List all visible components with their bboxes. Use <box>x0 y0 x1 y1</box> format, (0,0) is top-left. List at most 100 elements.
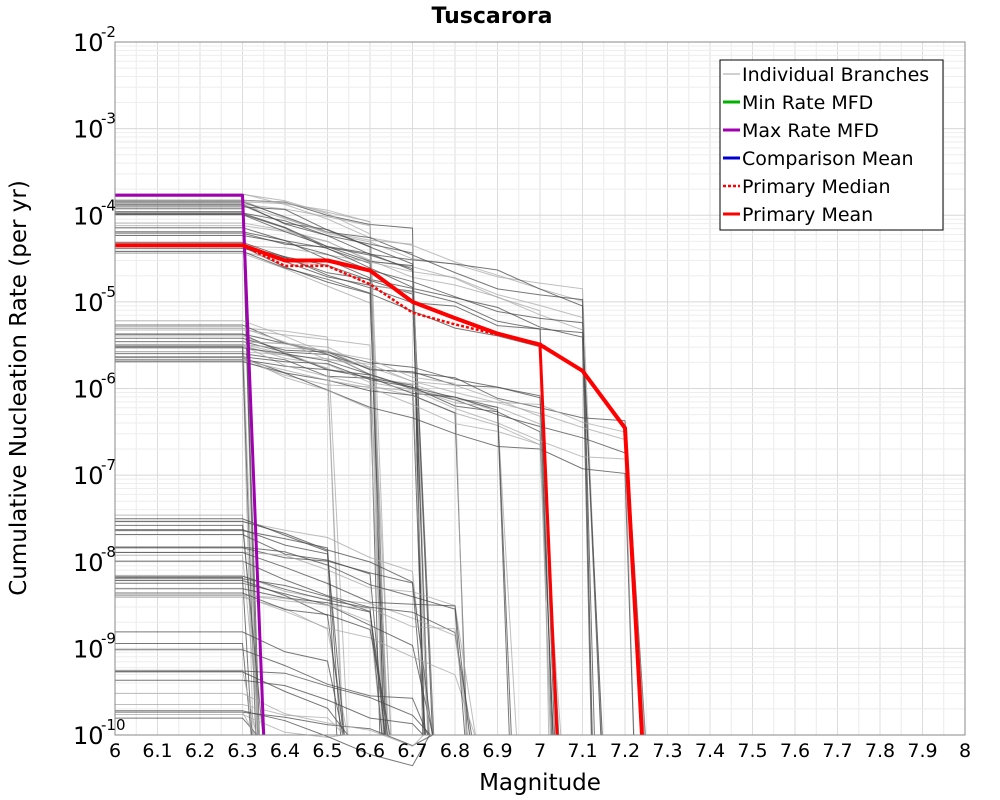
x-tick-label: 6.3 <box>227 740 257 762</box>
branch-line <box>115 546 466 736</box>
x-tick-label: 6.1 <box>142 740 172 762</box>
legend-box <box>719 59 944 231</box>
x-tick-label: 7.1 <box>567 740 597 762</box>
x-tick-label: 7.9 <box>907 740 937 762</box>
y-tick-base: 10 <box>73 462 104 490</box>
y-tick-exponent: -10 <box>101 716 126 734</box>
x-tick-labels: 6 6.1 6.2 6.3 6.4 6.5 6.6 6.7 6.8 6.9 7 7.1 7.2 7.3 7.… <box>109 740 971 762</box>
branch-line <box>115 534 386 736</box>
series-line <box>115 243 644 736</box>
branch-line <box>115 714 344 738</box>
branch-line <box>115 671 349 736</box>
x-tick-label: 6.4 <box>270 740 300 762</box>
x-tick-label: 6.6 <box>355 740 385 762</box>
branch-line <box>115 347 635 736</box>
branch-line <box>115 631 344 736</box>
y-tick-base: 10 <box>73 289 104 317</box>
x-tick-label: 7.4 <box>695 740 725 762</box>
branch-line <box>115 324 560 736</box>
branch-line <box>115 554 261 736</box>
branch-line <box>115 710 431 767</box>
branch-line <box>115 551 476 736</box>
branch-line <box>115 345 562 736</box>
branch-line <box>115 343 343 736</box>
branch-line <box>115 643 252 736</box>
branch-line <box>115 520 433 736</box>
x-tick-label: 6.5 <box>312 740 342 762</box>
y-tick-base: 10 <box>73 722 104 750</box>
branch-line <box>115 592 391 736</box>
branch-line <box>115 326 258 736</box>
branch-line <box>115 241 553 736</box>
x-tick-label: 6.2 <box>185 740 215 762</box>
x-axis-label: Magnitude <box>479 770 601 796</box>
series-line <box>115 193 266 736</box>
branch-line <box>115 560 473 736</box>
y-tick-exponent: -5 <box>101 283 116 301</box>
y-axis-label: Cumulative Nucleation Rate (per yr) <box>6 180 32 596</box>
y-tick-exponent: -8 <box>101 543 116 561</box>
legend: Individual Branches Min Rate MFD Max Rate … <box>719 59 944 231</box>
branch-line <box>115 711 256 736</box>
series-line <box>115 244 644 736</box>
y-tick-exponent: -3 <box>101 110 116 128</box>
branch-line <box>115 345 257 736</box>
branch-line <box>115 351 254 736</box>
x-tick-label: 7.3 <box>652 740 682 762</box>
branch-line <box>115 669 257 736</box>
chart-title: Tuscarora <box>432 4 553 29</box>
branch-line <box>115 529 345 736</box>
y-tick-base: 10 <box>73 116 104 144</box>
x-tick-label: 7.5 <box>737 740 767 762</box>
branch-line <box>115 335 645 736</box>
x-tick-label: 6.9 <box>482 740 512 762</box>
branch-line <box>115 356 385 736</box>
series-lines <box>115 193 644 736</box>
legend-label: Max Rate MFD <box>742 120 879 142</box>
branch-line <box>115 518 338 736</box>
branch-line <box>115 679 424 736</box>
plot-frame <box>114 41 966 736</box>
branch-line <box>115 649 429 736</box>
y-tick-exponent: -4 <box>101 196 116 214</box>
branch-line <box>115 530 342 736</box>
y-tick-base: 10 <box>73 202 104 230</box>
x-tick-label: 6 <box>109 740 121 762</box>
branch-line <box>115 199 602 736</box>
branch-line <box>115 337 554 736</box>
x-tick-label: 6.7 <box>397 740 427 762</box>
branch-line <box>115 514 260 736</box>
primary-drop-line <box>538 344 559 736</box>
branch-line <box>115 344 646 736</box>
branch-line <box>115 203 595 736</box>
x-tick-label: 7.8 <box>865 740 895 762</box>
x-tick-label: 7.6 <box>780 740 810 762</box>
branch-line <box>115 327 551 736</box>
x-tick-label: 7.7 <box>822 740 852 762</box>
legend-label: Primary Mean <box>742 204 873 226</box>
branch-line <box>115 361 635 736</box>
branch-line <box>115 347 512 736</box>
branch-line <box>115 250 387 736</box>
branch-line <box>115 333 510 736</box>
branch-line <box>115 552 470 736</box>
x-tick-label: 6.8 <box>440 740 470 762</box>
branch-line <box>115 595 476 736</box>
branch-line <box>115 524 264 736</box>
y-tick-base: 10 <box>73 29 104 57</box>
branch-line <box>115 359 552 736</box>
branch-line <box>115 577 253 736</box>
y-tick-base: 10 <box>73 635 104 663</box>
y-tick-exponent: -2 <box>101 23 116 41</box>
branch-line <box>115 329 384 736</box>
legend-label: Primary Median <box>742 176 891 198</box>
y-tick-exponent: -7 <box>101 456 116 474</box>
legend-label: Min Rate MFD <box>742 92 873 114</box>
y-tick-base: 10 <box>73 376 104 404</box>
x-tick-label: 8 <box>959 740 971 762</box>
legend-label: Comparison Mean <box>742 148 914 170</box>
y-tick-base: 10 <box>73 549 104 577</box>
legend-label: Individual Branches <box>742 64 929 86</box>
